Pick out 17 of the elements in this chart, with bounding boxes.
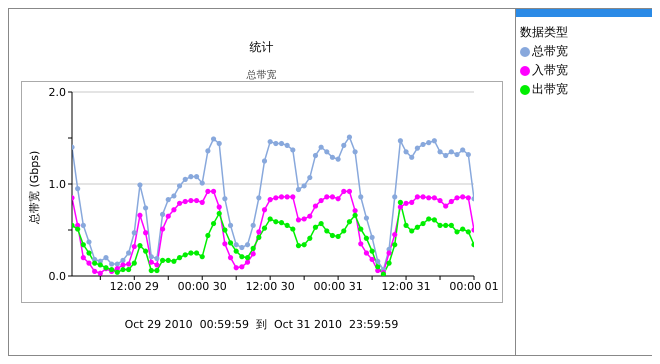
legend-label: 总带宽 [532,43,568,60]
legend-label: 入带宽 [532,62,568,79]
x-tick-label: 00:00 31 [314,280,363,293]
x-tick-label: 00:00 01 [449,280,499,293]
legend-title: 数据类型 [520,24,569,41]
x-tick-label: 12:00 30 [246,280,295,293]
x-tick-label: 12:00 31 [381,280,431,293]
x-tick-label: 00:00 30 [178,280,227,293]
legend-label: 出带宽 [532,81,568,98]
y-tick-label: 2.0 [48,86,66,99]
chart-subtitle: 总带宽 [246,68,278,82]
x-tick-label: 12:00 29 [110,280,159,293]
y-tick-label: 1.0 [48,178,66,191]
chart-title: 统计 [248,39,274,56]
y-tick-label: 0.0 [48,270,66,283]
y-axis-title: 总带宽 (Gbps) [28,150,41,225]
text: Oct 29 2010 00:59:59 到 Oct 31 2010 23:59:59 [124,317,400,332]
